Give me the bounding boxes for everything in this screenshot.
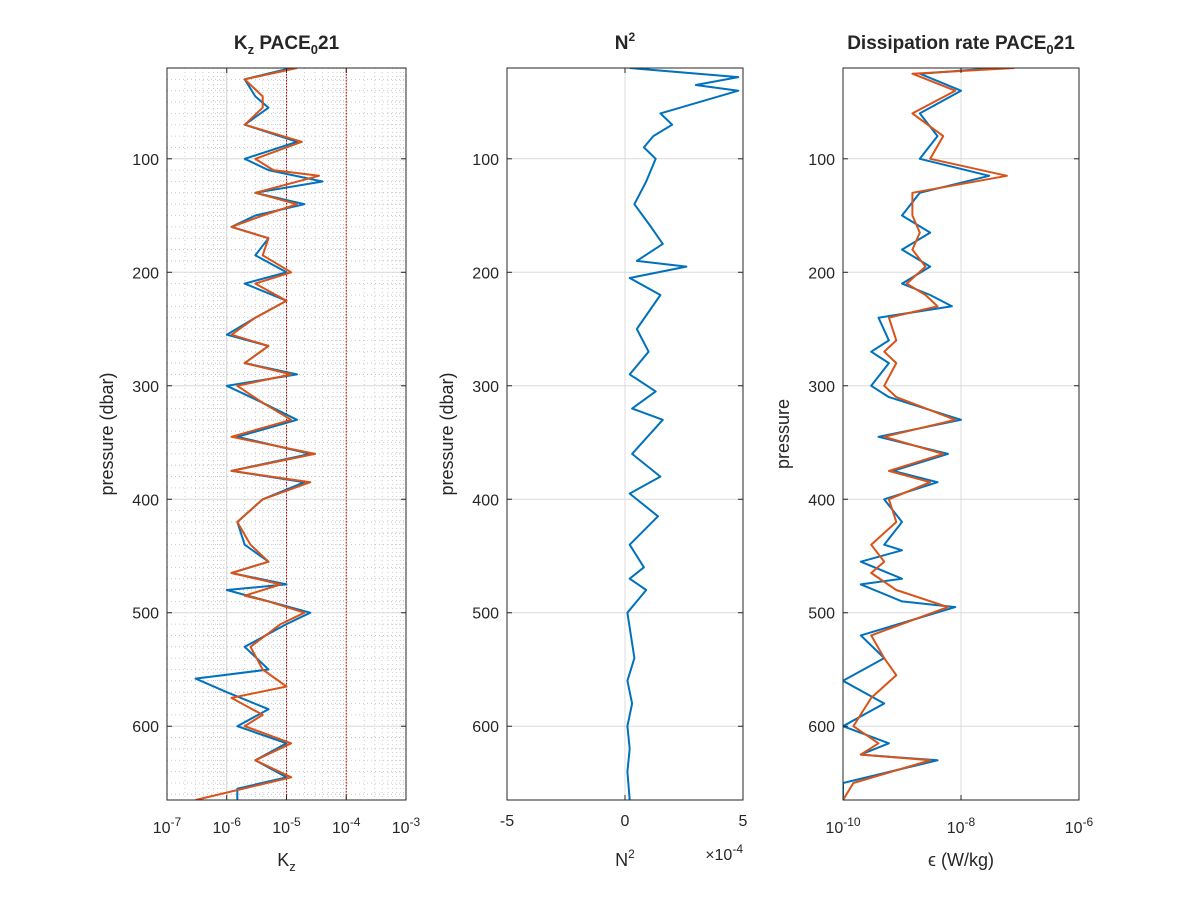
y-tick-label: 400 [132, 492, 159, 509]
y-tick-label: 200 [472, 265, 499, 282]
chart-title: N2 [615, 30, 636, 54]
y-tick-label: 400 [472, 492, 499, 509]
x-axis-multiplier: ×10-4 [705, 842, 743, 864]
subplot-1: 100 200 300 400 500 600 10-7 10-6 10-5 10-4 10-3 Kz… [97, 33, 421, 874]
y-tick-label: 600 [472, 719, 499, 736]
y-tick-label: 100 [132, 152, 159, 169]
subplot-2: 100 200 300 400 500 600 -5 0 5 N2 pressure (dbar) N… [437, 30, 748, 870]
x-tick-label: -5 [500, 813, 514, 830]
y-tick-label: 500 [808, 606, 835, 623]
x-axis-label: ϵ (W/kg) [928, 850, 994, 870]
chart-title: Kz PACE021 [234, 33, 340, 57]
y-axis-label: pressure [773, 399, 793, 469]
x-axis-label: Kz [277, 850, 296, 874]
chart-title: Dissipation rate PACE021 [847, 33, 1075, 57]
x-tick-label: 10-10 [825, 815, 860, 837]
series-line-2 [843, 68, 1015, 800]
y-tick-label: 600 [808, 719, 835, 736]
x-axis-label: N2 [615, 847, 635, 870]
x-tick-label: 10-6 [213, 815, 242, 837]
x-tick-label: 10-6 [1065, 815, 1094, 837]
series-line-1 [843, 68, 997, 800]
y-tick-label: 200 [132, 265, 159, 282]
subplot-3: 100 200 300 400 500 600 10-10 10-8 10-6 Dissipati… [773, 33, 1094, 870]
series-line-2 [195, 68, 320, 800]
series-line-1 [194, 68, 324, 800]
series-line-1 [626, 68, 740, 800]
y-tick-label: 600 [132, 719, 159, 736]
x-tick-label: 5 [739, 813, 748, 830]
y-tick-label: 300 [472, 379, 499, 396]
y-tick-label: 300 [808, 379, 835, 396]
y-tick-label: 400 [808, 492, 835, 509]
x-tick-label: 10-5 [272, 815, 301, 837]
y-axis-label: pressure (dbar) [437, 372, 457, 495]
x-tick-label: 10-3 [392, 815, 421, 837]
x-tick-label: 10-8 [947, 815, 976, 837]
y-tick-label: 500 [472, 606, 499, 623]
y-tick-label: 100 [808, 152, 835, 169]
y-tick-label: 200 [808, 265, 835, 282]
grid-lines [506, 68, 744, 800]
x-tick-label: 0 [621, 813, 630, 830]
y-tick-label: 300 [132, 379, 159, 396]
x-tick-label: 10-4 [332, 815, 361, 837]
y-tick-label: 500 [132, 606, 159, 623]
y-axis-label: pressure (dbar) [97, 372, 117, 495]
y-tick-label: 100 [472, 152, 499, 169]
x-tick-label: 10-7 [153, 815, 182, 837]
